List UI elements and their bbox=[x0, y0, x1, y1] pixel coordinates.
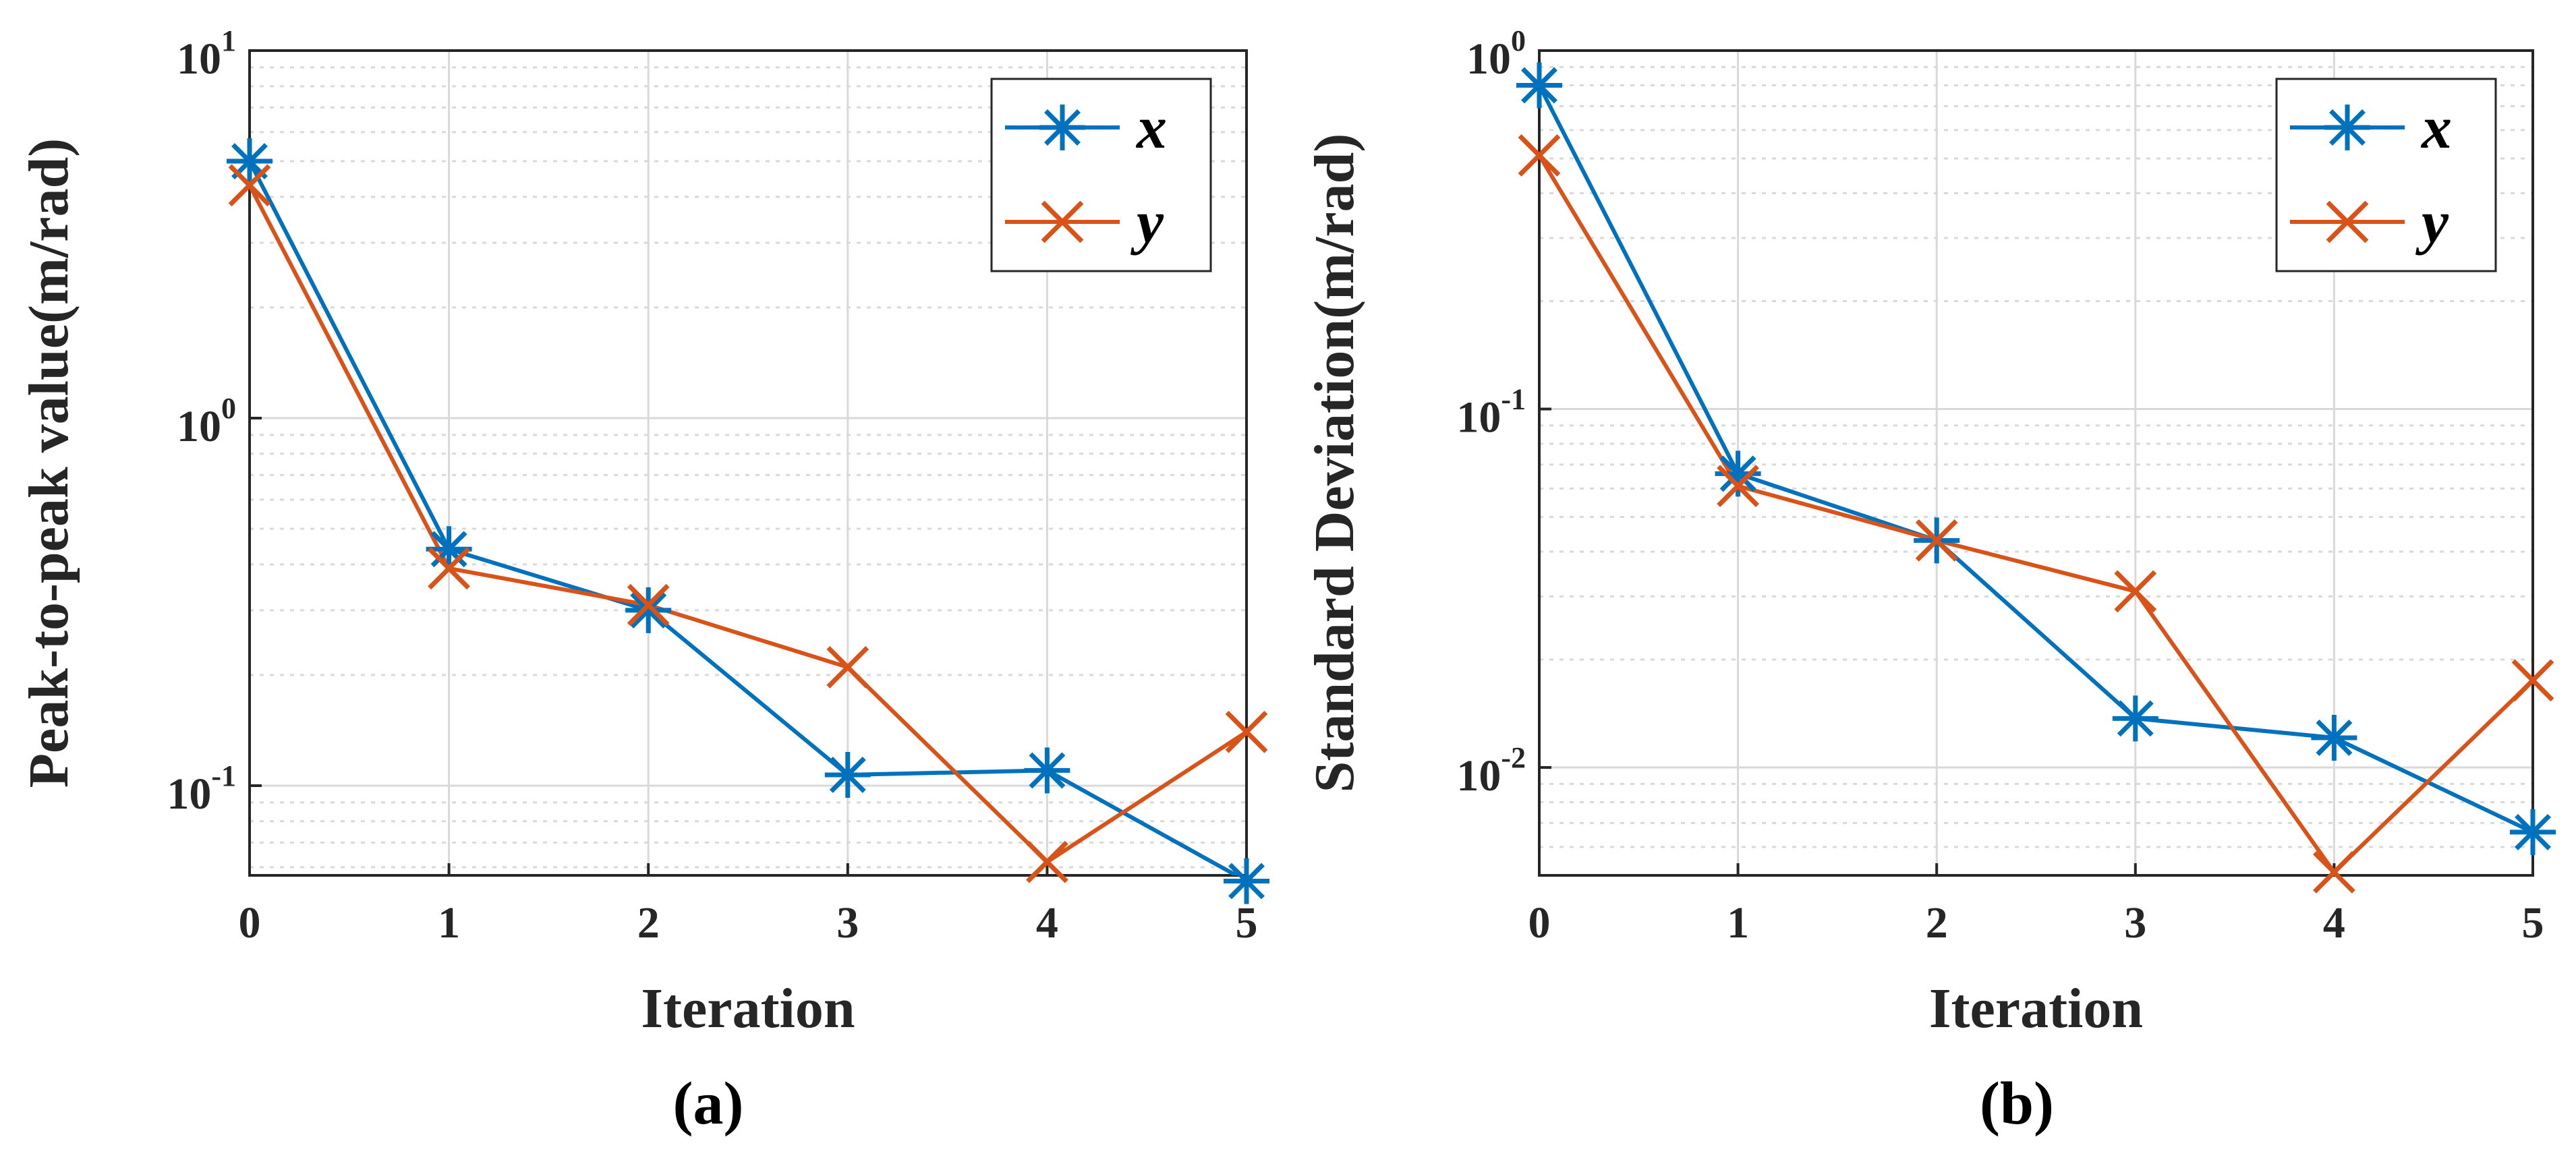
data-point-x bbox=[1224, 858, 1269, 904]
data-point-x bbox=[1715, 450, 1761, 497]
series-line-x bbox=[1539, 84, 2533, 834]
x-tick-label: 5 bbox=[1236, 898, 1258, 948]
legend-marker-y bbox=[1041, 200, 1084, 243]
data-point-x bbox=[625, 587, 672, 633]
series-line-y bbox=[250, 184, 1247, 865]
data-point-y bbox=[1915, 519, 1958, 562]
legend-label-x: x bbox=[2420, 94, 2452, 161]
data-point-y bbox=[428, 547, 470, 590]
x-tick-label: 0 bbox=[1528, 898, 1551, 948]
data-point-y bbox=[2313, 851, 2355, 894]
chart-panel-a: 0 1 2 3 4 5 101 100 10-1 Iteration Peak-to-peak va… bbox=[18, 24, 1269, 1137]
axes-box bbox=[248, 49, 1248, 877]
data-point-y bbox=[826, 645, 869, 689]
plot-area bbox=[250, 160, 1247, 875]
legend-box bbox=[2275, 78, 2497, 272]
x-tick-label: 3 bbox=[836, 898, 859, 948]
legend: xy bbox=[2275, 78, 2497, 272]
plot-area bbox=[1539, 84, 2533, 875]
y-tick-label: 100 bbox=[1466, 24, 1526, 84]
data-point-y bbox=[627, 583, 670, 627]
y-tick-label: 10-2 bbox=[1456, 741, 1526, 801]
panel-label: (b) bbox=[1980, 1070, 2054, 1137]
tick-marks bbox=[1538, 49, 2534, 875]
y-tick-label: 101 bbox=[177, 24, 236, 84]
data-point-x bbox=[824, 751, 871, 798]
data-point-x bbox=[2112, 695, 2158, 742]
x-tick-label: 4 bbox=[2323, 898, 2345, 948]
data-point-y bbox=[228, 164, 271, 207]
x-axis-title: Iteration bbox=[641, 977, 855, 1040]
y-tick-label: 10-1 bbox=[1456, 383, 1526, 442]
data-point-x bbox=[227, 138, 273, 185]
legend-box bbox=[990, 78, 1212, 272]
data-point-x bbox=[2510, 809, 2556, 855]
series-line-x bbox=[250, 160, 1240, 875]
legend-marker-y bbox=[2326, 200, 2369, 243]
x-tick-label: 5 bbox=[2522, 898, 2544, 948]
y-axis-title: Standard Deviation(m/rad) bbox=[1303, 134, 1366, 793]
x-tick-label: 3 bbox=[2124, 898, 2146, 948]
data-point-y bbox=[1026, 840, 1068, 883]
legend-label-x: x bbox=[1135, 94, 1167, 161]
series-line-y bbox=[1539, 154, 2533, 875]
legend: xy bbox=[990, 78, 1212, 272]
x-tick-label: 0 bbox=[239, 898, 261, 948]
axes-box bbox=[1538, 49, 2534, 877]
y-tick-label: 10-1 bbox=[167, 759, 236, 819]
x-tick-label: 1 bbox=[1727, 898, 1749, 948]
data-point-x bbox=[1516, 62, 1562, 109]
x-tick-label: 2 bbox=[637, 898, 660, 948]
chart-panel-b: 0 1 2 3 4 5 100 10-1 10-2 Iteration Standard Devia… bbox=[1303, 24, 2556, 1137]
legend-marker-x bbox=[2324, 105, 2370, 150]
data-point-y bbox=[1518, 134, 1561, 177]
y-tick-label: 100 bbox=[177, 392, 236, 451]
x-tick-label: 1 bbox=[438, 898, 460, 948]
y-axis-title: Peak-to-peak value(m/rad) bbox=[18, 138, 80, 788]
x-tick-label: 4 bbox=[1036, 898, 1058, 948]
data-point-y bbox=[1717, 465, 1759, 507]
data-point-x bbox=[2311, 715, 2357, 761]
panel-label: (a) bbox=[673, 1070, 744, 1137]
legend-marker-x bbox=[1039, 105, 1085, 150]
x-tick-label: 2 bbox=[1926, 898, 1948, 948]
data-point-x bbox=[1024, 747, 1070, 794]
data-point-y bbox=[2114, 570, 2157, 613]
data-point-y bbox=[2511, 659, 2554, 702]
x-axis-title: Iteration bbox=[1929, 977, 2143, 1040]
data-point-y bbox=[1225, 710, 1268, 753]
